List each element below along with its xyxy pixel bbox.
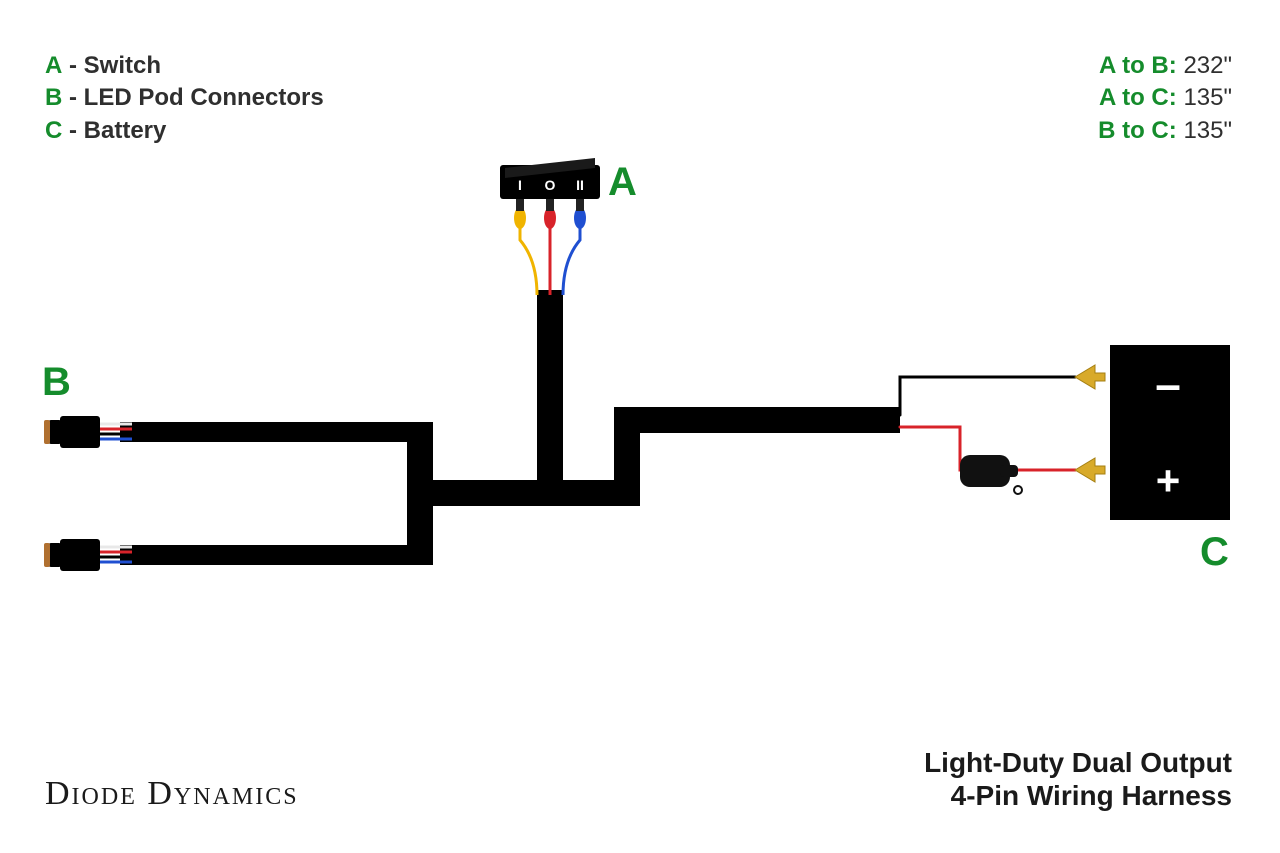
switch-crimps: [514, 197, 586, 229]
rocker-switch: I O II: [500, 158, 600, 199]
battery-block: – +: [1110, 345, 1230, 520]
battery-pos: +: [1156, 457, 1181, 504]
switch-pos-1: I: [518, 177, 522, 193]
switch-pos-2: II: [576, 177, 584, 193]
spade-pos: [1075, 458, 1105, 482]
spade-neg: [1075, 365, 1105, 389]
battery-neg: –: [1155, 358, 1181, 410]
connector-b1: [44, 416, 100, 448]
fuse-holder: [960, 455, 1022, 494]
sheath-overlap: [132, 432, 180, 555]
wiring-diagram: – + I O II: [0, 0, 1280, 853]
switch-pos-0: O: [545, 177, 556, 193]
connector-b2: [44, 539, 100, 571]
harness-main: [120, 290, 900, 565]
